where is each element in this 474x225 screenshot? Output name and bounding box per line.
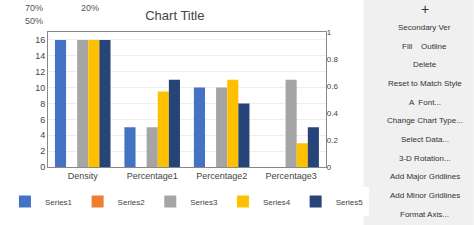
svg-text:Series5: Series5 (336, 198, 364, 207)
svg-text:+: + (421, 1, 429, 17)
svg-text:8: 8 (40, 99, 45, 109)
svg-text:A Font...: A Font... (409, 98, 441, 107)
svg-text:Fill Outline: Fill Outline (402, 42, 447, 51)
svg-text:Add Major Gridlines: Add Major Gridlines (390, 172, 460, 181)
svg-text:0.2: 0.2 (327, 136, 339, 145)
svg-text:0.6: 0.6 (327, 82, 339, 91)
svg-text:2: 2 (40, 146, 45, 156)
svg-text:Select Data...: Select Data... (401, 135, 449, 144)
svg-text:0.8: 0.8 (327, 55, 339, 64)
svg-text:70%: 70% (25, 3, 43, 13)
svg-text:Series4: Series4 (263, 198, 291, 207)
svg-text:16: 16 (35, 35, 45, 45)
svg-text:10: 10 (35, 83, 45, 93)
svg-text:Add Minor Gridlines: Add Minor Gridlines (390, 191, 460, 200)
svg-text:Chart Title: Chart Title (145, 8, 204, 23)
svg-text:Secondary Ver: Secondary Ver (398, 23, 451, 32)
svg-text:Format Axis...: Format Axis... (400, 210, 449, 219)
svg-text:Delete: Delete (413, 60, 437, 69)
svg-text:1: 1 (327, 28, 332, 37)
svg-text:Percentage1: Percentage1 (127, 171, 178, 181)
svg-text:Series3: Series3 (190, 198, 218, 207)
svg-text:4: 4 (40, 130, 45, 140)
svg-text:3-D Rotation...: 3-D Rotation... (399, 154, 451, 163)
svg-text:6: 6 (40, 115, 45, 125)
svg-text:0: 0 (40, 162, 45, 172)
svg-text:Series1: Series1 (45, 198, 73, 207)
svg-text:0: 0 (327, 163, 332, 172)
svg-text:Change Chart Type...: Change Chart Type... (387, 116, 463, 125)
svg-text:Percentage3: Percentage3 (266, 171, 317, 181)
svg-text:Reset to Match Style: Reset to Match Style (388, 79, 462, 88)
svg-text:14: 14 (35, 51, 45, 61)
svg-text:Series2: Series2 (118, 198, 146, 207)
svg-text:50%: 50% (25, 16, 43, 26)
svg-text:Percentage2: Percentage2 (196, 171, 247, 181)
svg-text:Density: Density (68, 171, 99, 181)
svg-text:0.4: 0.4 (327, 109, 339, 118)
svg-text:20%: 20% (81, 3, 99, 13)
svg-text:12: 12 (35, 67, 45, 77)
